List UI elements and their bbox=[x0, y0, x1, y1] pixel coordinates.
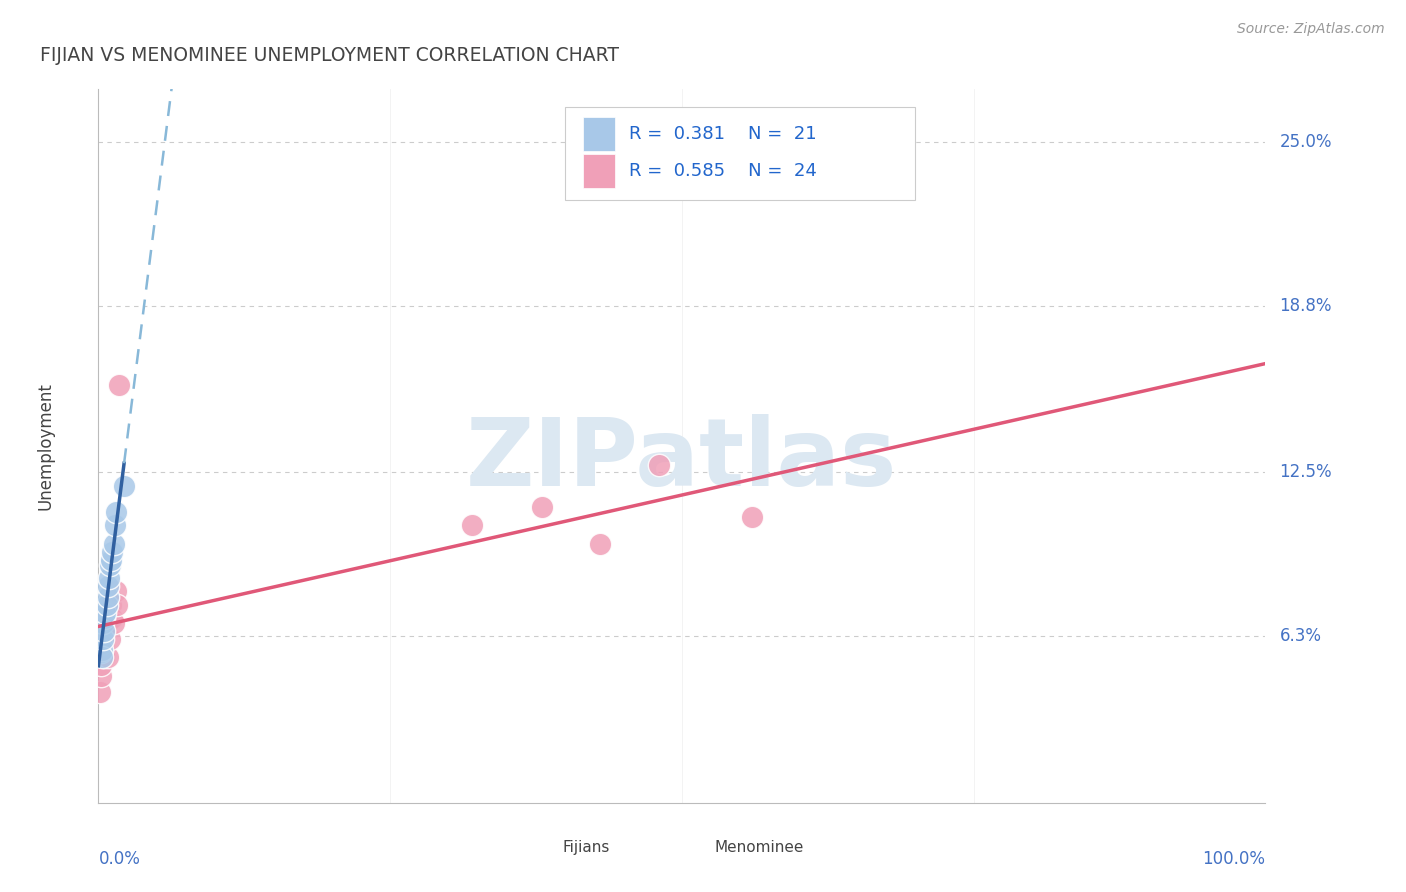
Text: 12.5%: 12.5% bbox=[1279, 464, 1331, 482]
Point bbox=[97, 590, 120, 604]
Text: 100.0%: 100.0% bbox=[1202, 850, 1265, 869]
Point bbox=[530, 500, 553, 514]
Point bbox=[89, 629, 111, 643]
Point bbox=[89, 685, 111, 699]
Point bbox=[101, 545, 124, 559]
Text: Source: ZipAtlas.com: Source: ZipAtlas.com bbox=[1237, 22, 1385, 37]
Point bbox=[647, 458, 669, 472]
Point bbox=[96, 598, 118, 612]
FancyBboxPatch shape bbox=[582, 117, 616, 152]
Text: R =  0.585    N =  24: R = 0.585 N = 24 bbox=[630, 162, 817, 180]
Point bbox=[94, 624, 117, 638]
Text: FIJIAN VS MENOMINEE UNEMPLOYMENT CORRELATION CHART: FIJIAN VS MENOMINEE UNEMPLOYMENT CORRELA… bbox=[41, 46, 619, 65]
Point bbox=[90, 658, 112, 673]
Point bbox=[93, 650, 115, 665]
Point bbox=[90, 642, 112, 657]
Point bbox=[98, 632, 121, 646]
Point bbox=[104, 518, 127, 533]
Text: Menominee: Menominee bbox=[714, 839, 804, 855]
Point bbox=[97, 606, 120, 620]
Text: R =  0.381    N =  21: R = 0.381 N = 21 bbox=[630, 125, 817, 143]
Point bbox=[93, 624, 115, 638]
Point bbox=[90, 642, 112, 657]
Point bbox=[103, 537, 125, 551]
Text: 18.8%: 18.8% bbox=[1279, 297, 1331, 315]
Point bbox=[105, 598, 128, 612]
Point bbox=[94, 606, 117, 620]
FancyBboxPatch shape bbox=[682, 837, 707, 858]
Point bbox=[90, 645, 112, 659]
FancyBboxPatch shape bbox=[530, 837, 555, 858]
Text: Unemployment: Unemployment bbox=[37, 382, 55, 510]
Text: 0.0%: 0.0% bbox=[98, 850, 141, 869]
Point bbox=[90, 637, 112, 651]
Point bbox=[112, 478, 135, 492]
Point bbox=[93, 611, 115, 625]
Point bbox=[90, 650, 112, 665]
Point bbox=[97, 571, 120, 585]
Point bbox=[90, 648, 112, 662]
Point bbox=[101, 611, 124, 625]
Point bbox=[91, 616, 114, 631]
Point bbox=[93, 632, 115, 646]
Point bbox=[100, 552, 122, 566]
Point bbox=[741, 510, 763, 524]
Point bbox=[589, 537, 612, 551]
Point bbox=[91, 637, 114, 651]
FancyBboxPatch shape bbox=[582, 154, 616, 188]
Point bbox=[91, 632, 114, 646]
Point bbox=[104, 584, 127, 599]
Point bbox=[104, 505, 127, 519]
Text: 6.3%: 6.3% bbox=[1279, 627, 1322, 645]
Point bbox=[97, 650, 120, 665]
Point bbox=[96, 616, 118, 631]
Point bbox=[108, 378, 131, 392]
Point bbox=[461, 518, 484, 533]
Text: ZIPatlas: ZIPatlas bbox=[467, 414, 897, 507]
Point bbox=[100, 598, 122, 612]
Point bbox=[103, 616, 125, 631]
Text: 25.0%: 25.0% bbox=[1279, 133, 1331, 151]
FancyBboxPatch shape bbox=[565, 107, 915, 200]
Text: Fijians: Fijians bbox=[562, 839, 610, 855]
Point bbox=[97, 579, 120, 593]
Point bbox=[90, 669, 112, 683]
Point bbox=[98, 558, 121, 572]
